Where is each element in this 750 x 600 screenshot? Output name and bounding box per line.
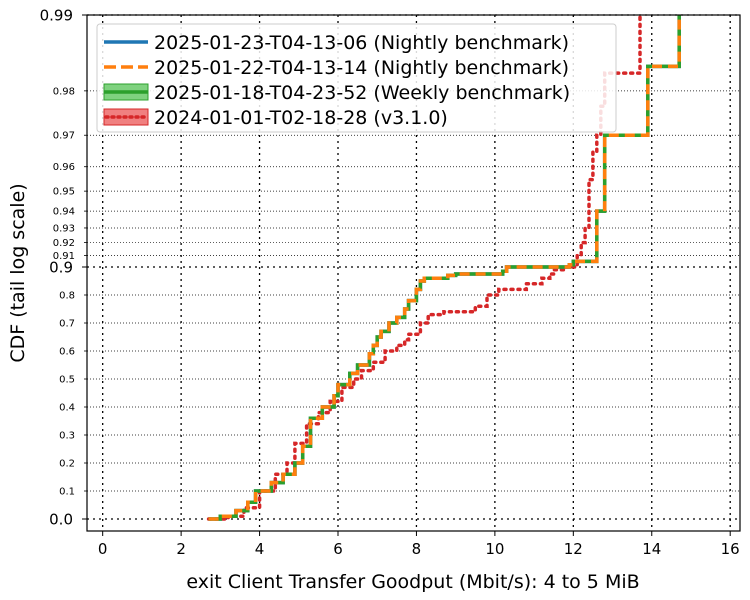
x-tick-label: 10	[485, 540, 504, 558]
legend-entry-0: 2025-01-23-T04-13-06 (Nightly benchmark)	[104, 32, 569, 54]
y-axis-label: CDF (tail log scale)	[7, 183, 29, 362]
y-minor-tick-label: 0.94	[53, 207, 75, 218]
plot-frame	[86, 14, 741, 532]
y-minor-tick-label: 0.93	[53, 223, 75, 234]
x-tick-label: 12	[564, 540, 583, 558]
x-tick-label: 0	[98, 540, 108, 558]
x-tick-label: 8	[412, 540, 422, 558]
y-minor-tick-label: 0.2	[59, 459, 75, 470]
y-minor-tick-label: 0.5	[59, 375, 75, 386]
x-tick-label: 4	[255, 540, 265, 558]
legend-label-2: 2025-01-18-T04-23-52 (Weekly benchmark)	[154, 82, 570, 104]
y-minor-tick-label: 0.92	[53, 238, 75, 249]
series-lines	[206, 15, 681, 521]
y-minor-tick-label: 0.91	[53, 251, 75, 262]
y-minor-tick-label: 0.97	[53, 131, 75, 142]
y-minor-tick-label: 0.96	[53, 162, 75, 173]
y-major-tick-label: 0.99	[40, 7, 73, 25]
legend-label-0: 2025-01-23-T04-13-06 (Nightly benchmark)	[154, 32, 569, 54]
y-minor-tick-label: 0.7	[59, 319, 75, 330]
x-tick-label: 6	[333, 540, 343, 558]
x-tick-label: 16	[721, 540, 740, 558]
y-major-tick-label: 0.9	[49, 259, 73, 277]
legend-entry-1: 2025-01-22-T04-13-14 (Nightly benchmark)	[104, 57, 569, 79]
y-minor-tick-label: 0.3	[59, 431, 75, 442]
legend-entry-3: 2024-01-01-T02-18-28 (v3.1.0)	[103, 107, 448, 129]
legend-label-1: 2025-01-22-T04-13-14 (Nightly benchmark)	[154, 57, 569, 79]
legend-box	[96, 23, 617, 133]
y-minor-tick-label: 0.95	[53, 187, 75, 198]
legend-entry-2: 2025-01-18-T04-23-52 (Weekly benchmark)	[103, 82, 570, 104]
y-minor-tick-label: 0.8	[59, 291, 75, 302]
x-axis-label: exit Client Transfer Goodput (Mbit/s): 4…	[186, 571, 639, 593]
legend-label-3: 2024-01-01-T02-18-28 (v3.1.0)	[154, 107, 448, 129]
y-minor-tick-label: 0.6	[59, 347, 75, 358]
x-tick-label: 2	[176, 540, 186, 558]
series-line-1	[208, 15, 681, 521]
series-line-3	[206, 15, 642, 521]
axis-ticks: 0 2 4 6 8 10 12 14 16 0.1 0.2 0.3 0.4 0.5 0.6 0.7 0.8 0.9…	[40, 7, 740, 559]
y-major-tick-label: 0.0	[49, 511, 73, 529]
y-minor-tick-label: 0.98	[53, 86, 75, 97]
y-minor-tick-label: 0.1	[59, 487, 75, 498]
y-minor-tick-label: 0.4	[59, 403, 75, 414]
legend: 2025-01-23-T04-13-06 (Nightly benchmark)…	[96, 23, 617, 133]
x-tick-label: 14	[642, 540, 661, 558]
